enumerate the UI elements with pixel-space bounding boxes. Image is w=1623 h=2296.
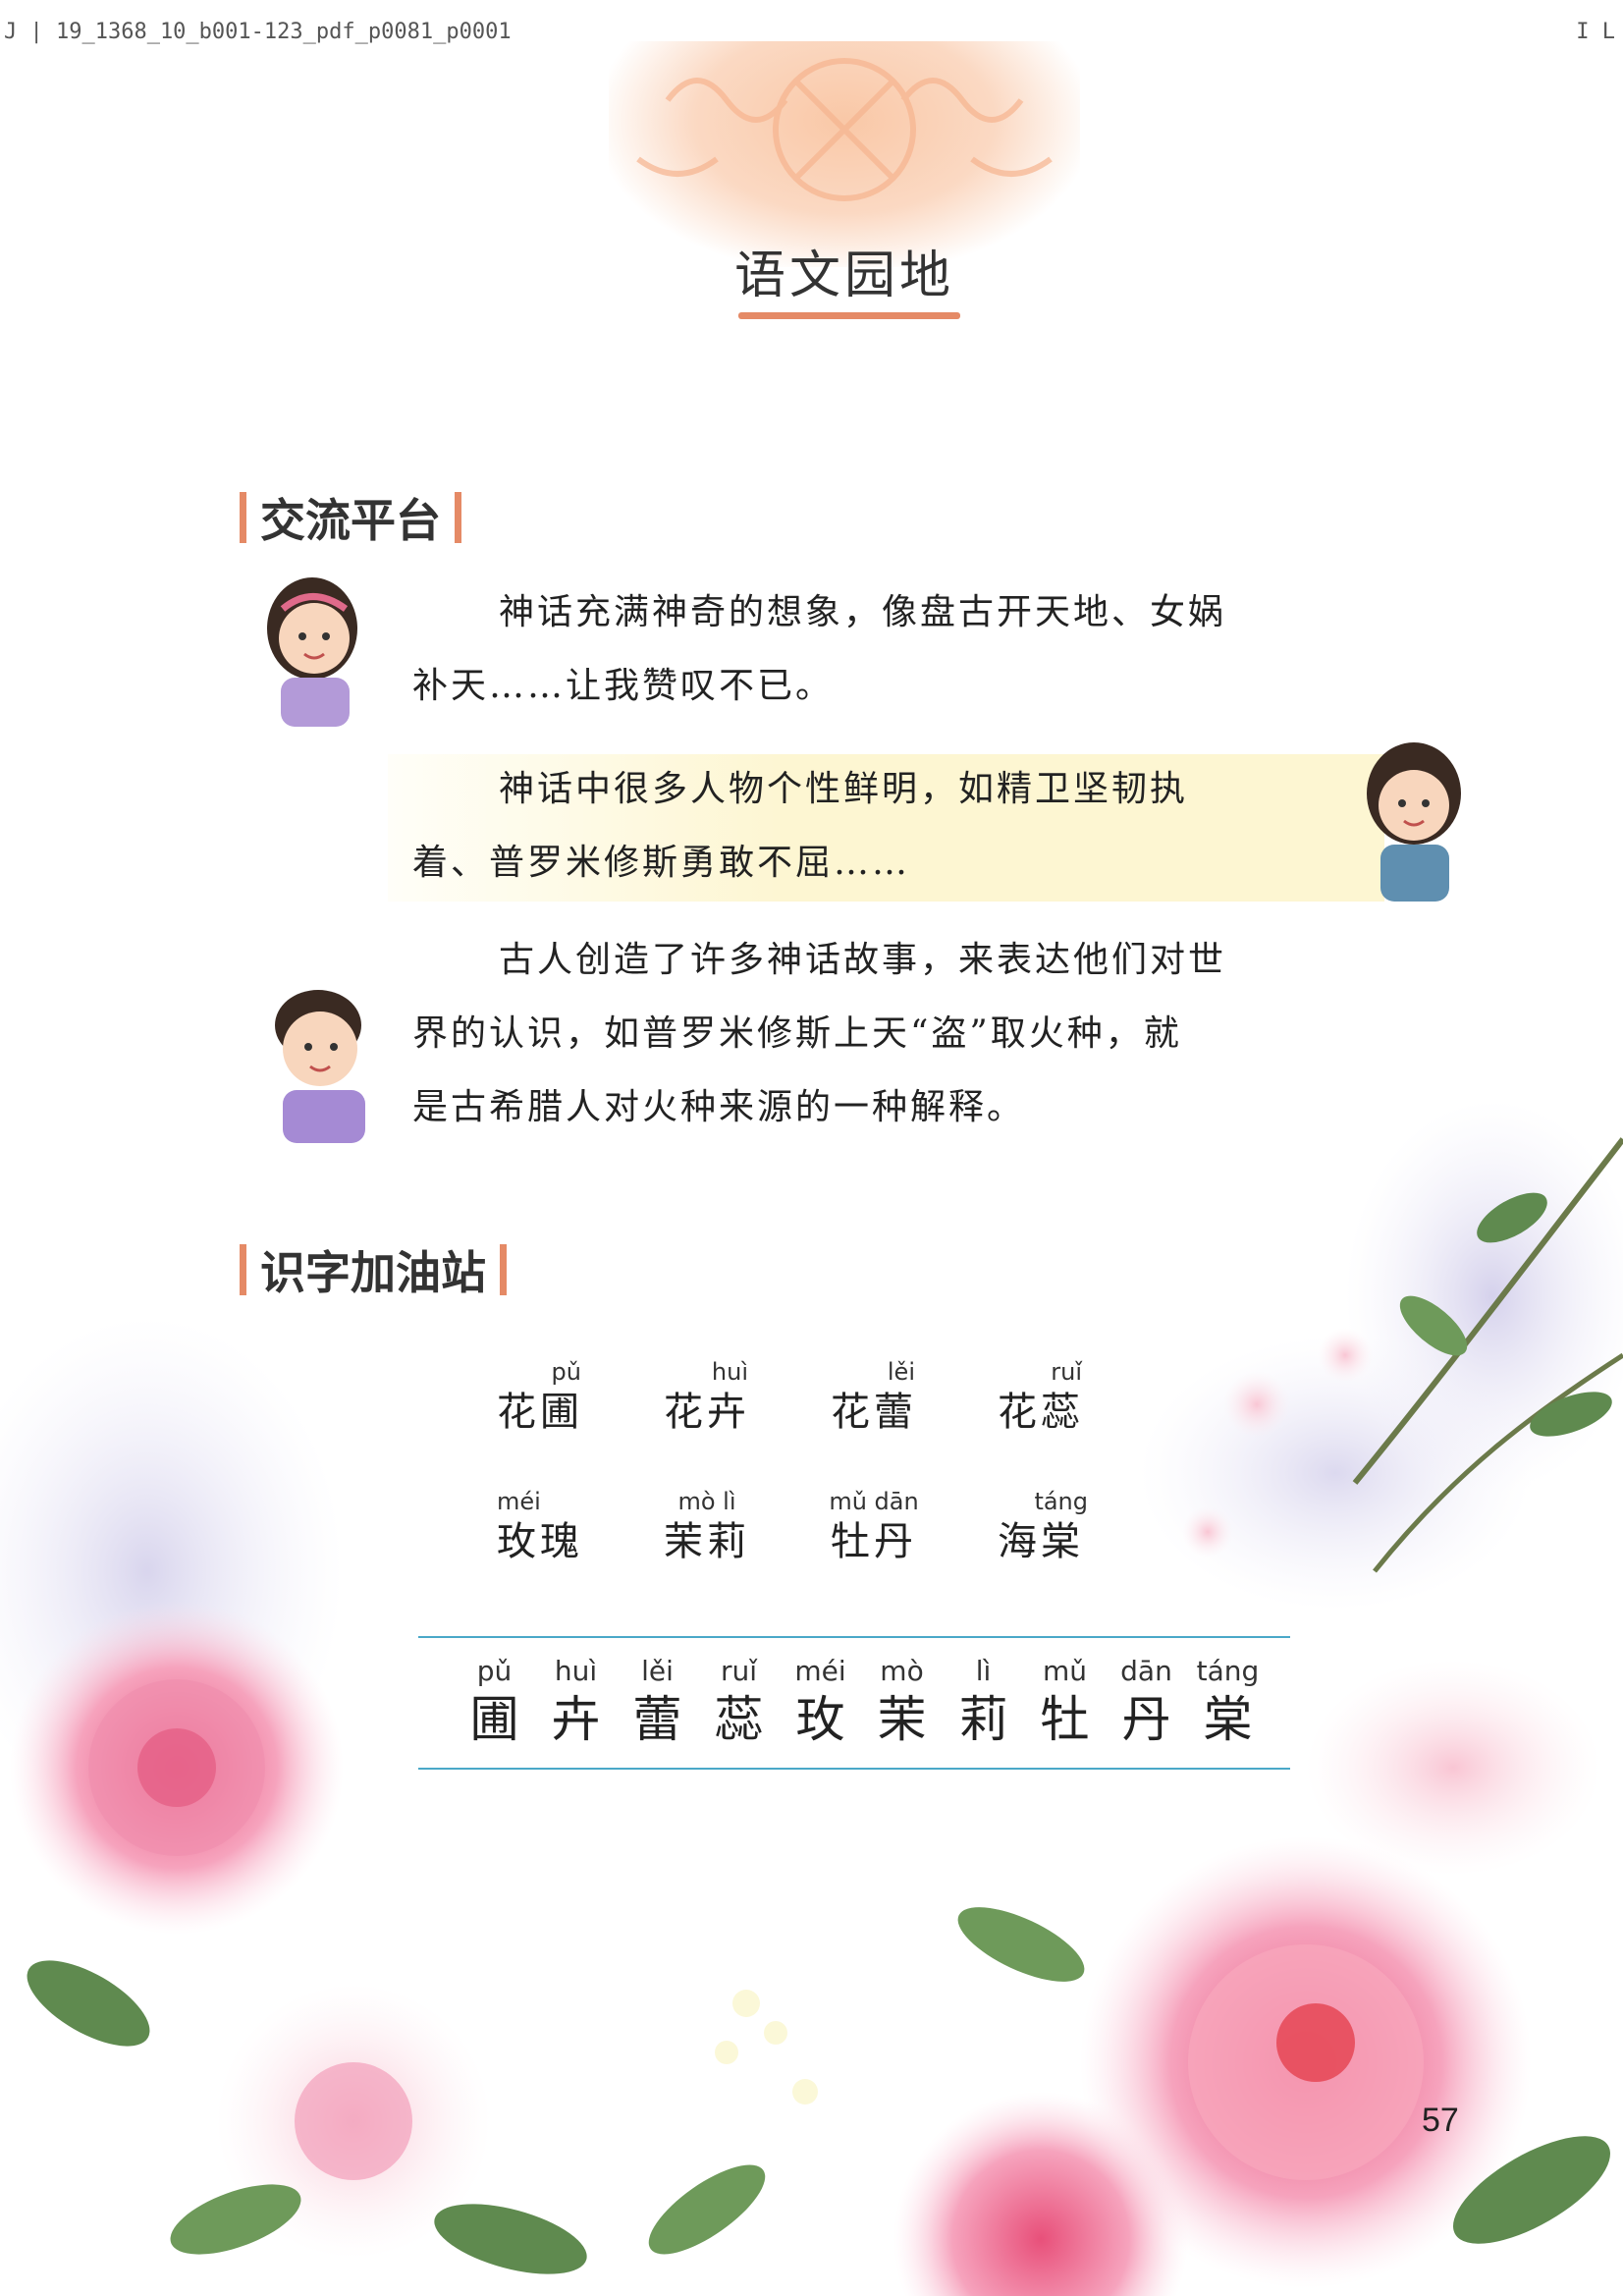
- corner-mark: I L: [1576, 20, 1615, 44]
- paragraph-1-line-1: 神话充满神奇的想象，像盘古开天地、女娲: [499, 592, 1227, 632]
- paragraph-1-line-2: 补天……让我赞叹不已。: [412, 666, 835, 706]
- word-text: 茉莉: [664, 1519, 750, 1564]
- word-item: lěi 花蕾: [823, 1357, 925, 1438]
- girl-avatar-1: [253, 570, 381, 727]
- writing-rule-bottom: [418, 1768, 1290, 1770]
- writing-char-hanzi: 蕾: [632, 1691, 682, 1748]
- writing-char-hanzi: 圃: [469, 1691, 519, 1748]
- writing-char: mò 茉: [861, 1654, 943, 1750]
- writing-char: lì 莉: [943, 1654, 1024, 1750]
- boy-avatar: [257, 976, 395, 1143]
- literacy-heading: 识字加油站: [240, 1237, 507, 1302]
- heading-bar-left: [240, 492, 246, 543]
- writing-char: mǔ 牡: [1024, 1654, 1106, 1750]
- exchange-paragraph-1: 神话充满神奇的想象，像盘古开天地、女娲 补天……让我赞叹不已。: [412, 575, 1335, 723]
- writing-char-pinyin: méi: [794, 1655, 846, 1687]
- exchange-paragraph-3: 古人创造了许多神话故事，来表达他们对世 界的认识，如普罗米修斯上天“盗”取火种，…: [412, 923, 1335, 1144]
- paragraph-2-line-2: 着、普罗米修斯勇敢不屈……: [412, 843, 911, 883]
- writing-char: huì 卉: [535, 1654, 617, 1750]
- writing-char-pinyin: huì: [554, 1655, 598, 1687]
- writing-char: pǔ 圃: [454, 1654, 535, 1750]
- writing-char-pinyin: ruǐ: [720, 1655, 758, 1687]
- writing-char-hanzi: 卉: [551, 1691, 601, 1748]
- pattern-decoration: [636, 58, 1053, 201]
- word-text: 花圃: [497, 1390, 583, 1435]
- word-pinyin: mò lì: [677, 1488, 736, 1515]
- literacy-heading-text: 识字加油站: [260, 1246, 486, 1299]
- paragraph-3-line-3: 是古希腊人对火种来源的一种解释。: [412, 1087, 1026, 1127]
- exchange-heading: 交流平台: [240, 485, 461, 550]
- writing-char-pinyin: mò: [880, 1655, 924, 1687]
- writing-char-hanzi: 棠: [1203, 1691, 1253, 1748]
- word-pinyin: pǔ: [551, 1358, 581, 1386]
- paragraph-3-line-2: 界的认识，如普罗米修斯上天“盗”取火种，就: [412, 1013, 1182, 1054]
- girl-avatar-2: [1345, 735, 1483, 902]
- writing-char: méi 玫: [780, 1654, 861, 1750]
- writing-char-hanzi: 蕊: [714, 1691, 764, 1748]
- writing-char: dān 丹: [1106, 1654, 1187, 1750]
- writing-char-hanzi: 丹: [1121, 1691, 1171, 1748]
- word-text: 牡丹: [831, 1519, 917, 1564]
- word-item: huì 花卉: [656, 1357, 758, 1438]
- writing-char-hanzi: 玫: [795, 1691, 845, 1748]
- word-item: ruǐ 花蕊: [990, 1357, 1092, 1438]
- writing-char-pinyin: dān: [1120, 1655, 1172, 1687]
- word-item: mǔ dān 牡丹: [823, 1487, 925, 1567]
- writing-char-pinyin: lì: [975, 1655, 992, 1687]
- exchange-paragraph-2: 神话中很多人物个性鲜明，如精卫坚韧执 着、普罗米修斯勇敢不屈……: [412, 752, 1335, 900]
- paragraph-3-line-1: 古人创造了许多神话故事，来表达他们对世: [499, 940, 1227, 980]
- writing-char-hanzi: 牡: [1040, 1691, 1090, 1748]
- speech-bubble-2: [388, 754, 1384, 902]
- file-id: J | 19_1368_10_b001-123_pdf_p0081_p0001: [4, 20, 512, 44]
- word-pinyin: méi: [497, 1488, 541, 1515]
- title-banner-decoration: [609, 41, 1080, 267]
- word-item: táng 海棠: [990, 1487, 1092, 1567]
- word-item: pǔ 花圃: [489, 1357, 591, 1438]
- writing-char-pinyin: mǔ: [1042, 1655, 1088, 1687]
- writing-char: lěi 蕾: [617, 1654, 698, 1750]
- word-pinyin: ruǐ: [1051, 1358, 1082, 1386]
- page-title: 语文园地: [733, 246, 954, 305]
- word-text: 玫瑰: [497, 1519, 583, 1564]
- word-item: mò lì 茉莉: [656, 1487, 758, 1567]
- writing-char: ruǐ 蕊: [698, 1654, 780, 1750]
- word-text: 花蕊: [998, 1390, 1084, 1435]
- header-meta: J | 19_1368_10_b001-123_pdf_p0081_p0001 …: [0, 14, 1623, 47]
- writing-char-pinyin: lěi: [641, 1655, 674, 1687]
- word-pinyin: táng: [1034, 1488, 1088, 1515]
- word-text: 花卉: [664, 1390, 750, 1435]
- word-pinyin: lěi: [887, 1358, 915, 1386]
- word-pinyin: mǔ dān: [829, 1488, 919, 1515]
- word-pinyin: huì: [711, 1358, 748, 1386]
- writing-char-hanzi: 莉: [958, 1691, 1008, 1748]
- word-item: méi 玫瑰: [489, 1487, 591, 1567]
- paragraph-2-line-1: 神话中很多人物个性鲜明，如精卫坚韧执: [499, 769, 1189, 809]
- page-number: 57: [1422, 2102, 1459, 2139]
- heading-bar-right: [455, 492, 461, 543]
- title-underline: [738, 312, 960, 319]
- writing-char-pinyin: pǔ: [476, 1655, 513, 1687]
- word-text: 花蕾: [831, 1390, 917, 1435]
- word-text: 海棠: [998, 1519, 1084, 1564]
- heading-bar-right: [500, 1244, 507, 1295]
- writing-characters: pǔ 圃 huì 卉 lěi 蕾 ruǐ 蕊 méi 玫 mò 茉 lì 莉 mǔ 牡 dān 丹…: [454, 1654, 1269, 1750]
- flower-illustration: [0, 1100, 1623, 2296]
- writing-rule-top: [418, 1636, 1290, 1638]
- heading-bar-left: [240, 1244, 246, 1295]
- writing-char: táng 棠: [1187, 1654, 1269, 1750]
- writing-char-pinyin: táng: [1196, 1655, 1260, 1687]
- writing-char-hanzi: 茉: [877, 1691, 927, 1748]
- exchange-heading-text: 交流平台: [260, 494, 441, 547]
